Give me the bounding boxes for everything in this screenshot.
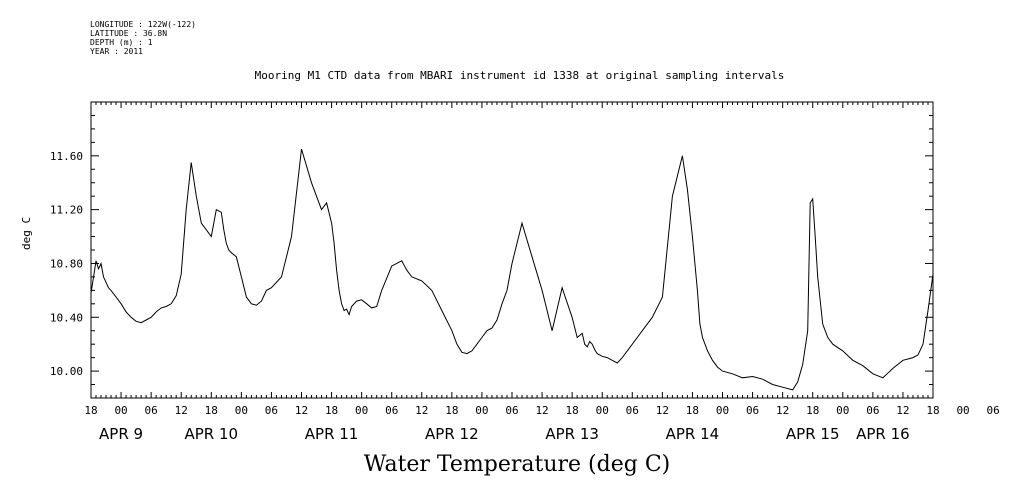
x-day-label: APR 14 <box>666 425 720 443</box>
x-tick-label: 06 <box>265 404 278 417</box>
plot-frame <box>90 101 934 399</box>
x-tick-label: 12 <box>175 404 188 417</box>
x-tick-label: 18 <box>84 404 97 417</box>
x-tick-label: 18 <box>686 404 699 417</box>
x-tick-label: 00 <box>716 404 729 417</box>
x-tick-label: 18 <box>205 404 218 417</box>
x-day-label: APR 16 <box>856 425 910 443</box>
series-line <box>90 148 934 391</box>
x-tick-label: 12 <box>656 404 669 417</box>
x-tick-label: 12 <box>896 404 909 417</box>
x-day-label: APR 10 <box>184 425 238 443</box>
meta-longitude: LONGITUDE : 122W(-122) <box>90 20 196 29</box>
y-tick-label: 10.80 <box>50 257 83 270</box>
x-tick-label: 12 <box>535 404 548 417</box>
y-tick-label: 10.00 <box>50 365 83 378</box>
meta-latitude: LATITUDE : 36.8N <box>90 29 168 38</box>
x-tick-label: 00 <box>956 404 969 417</box>
metadata-block: LONGITUDE : 122W(-122) LATITUDE : 36.8N … <box>90 20 196 56</box>
x-tick-label: 06 <box>626 404 639 417</box>
x-tick-label: 00 <box>114 404 127 417</box>
x-tick-label: 12 <box>295 404 308 417</box>
x-axis-label: Water Temperature (deg C) <box>363 452 671 477</box>
x-day-label: APR 15 <box>786 425 840 443</box>
meta-year: YEAR : 2011 <box>90 47 143 56</box>
x-tick-label: 18 <box>325 404 338 417</box>
x-tick-label: 00 <box>836 404 849 417</box>
x-day-label: APR 9 <box>99 425 143 443</box>
y-tick-label: 11.20 <box>50 204 83 217</box>
x-tick-label: 06 <box>385 404 398 417</box>
x-tick-label: 18 <box>926 404 939 417</box>
x-tick-label: 00 <box>596 404 609 417</box>
y-tick-label: 11.60 <box>50 150 83 163</box>
x-tick-label: 00 <box>355 404 368 417</box>
x-day-label: APR 12 <box>425 425 479 443</box>
x-tick-label: 06 <box>145 404 158 417</box>
x-tick-label: 06 <box>987 404 1000 417</box>
x-tick-label: 06 <box>505 404 518 417</box>
x-tick-label: 00 <box>235 404 248 417</box>
x-tick-label: 12 <box>776 404 789 417</box>
x-tick-label: 06 <box>746 404 759 417</box>
meta-depth: DEPTH (m) : 1 <box>90 38 153 47</box>
x-tick-label: 12 <box>415 404 428 417</box>
x-day-label: APR 11 <box>305 425 359 443</box>
x-tick-label: 06 <box>866 404 879 417</box>
y-tick-label: 10.40 <box>50 311 83 324</box>
x-tick-label: 18 <box>445 404 458 417</box>
x-tick-label: 00 <box>475 404 488 417</box>
x-tick-label: 18 <box>806 404 819 417</box>
x-day-label: APR 13 <box>545 425 599 443</box>
x-tick-label: 18 <box>566 404 579 417</box>
chart-title: Mooring M1 CTD data from MBARI instrumen… <box>254 69 785 82</box>
